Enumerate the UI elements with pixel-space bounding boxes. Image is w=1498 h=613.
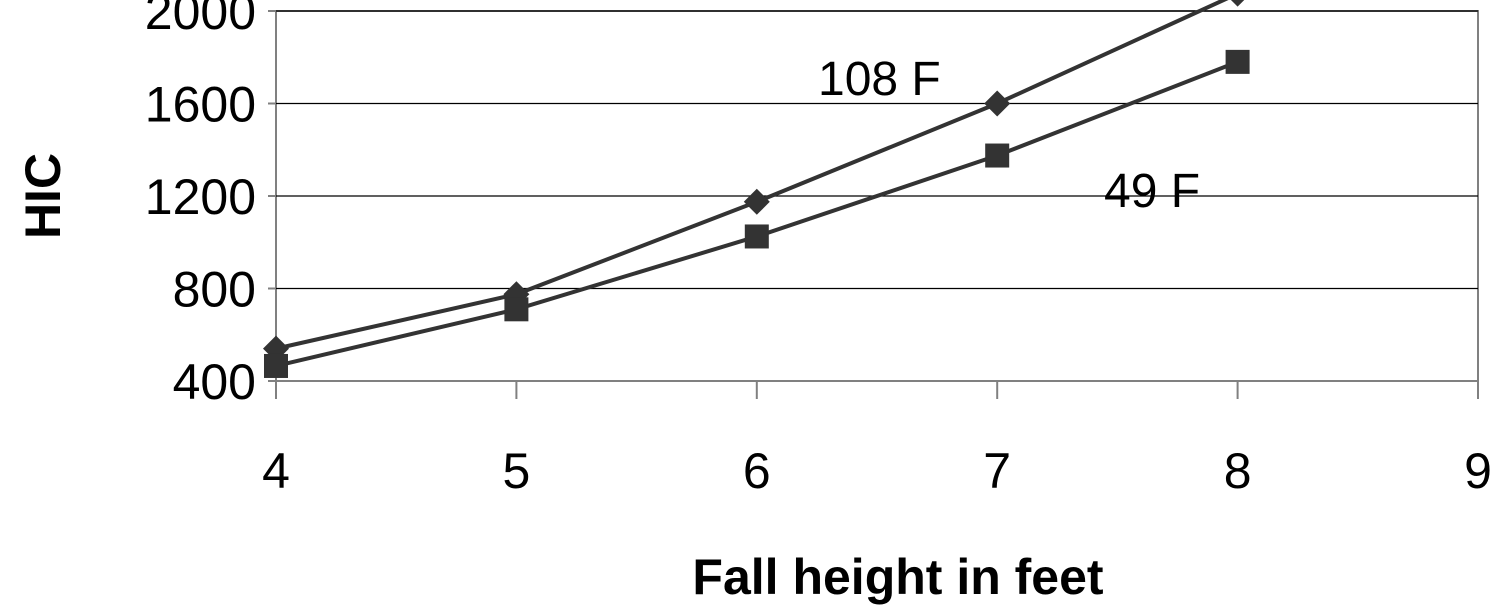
x-tick-label: 9 bbox=[1464, 443, 1492, 499]
data-point-square bbox=[264, 353, 288, 378]
data-point-square bbox=[1225, 49, 1250, 74]
annotation-108f: 108 F bbox=[818, 53, 941, 106]
marker-layer bbox=[263, 0, 1250, 378]
data-point-square bbox=[504, 297, 529, 322]
x-tick-label: 8 bbox=[1224, 443, 1252, 499]
annotation-49f: 49 F bbox=[1104, 165, 1200, 218]
x-tick-label: 4 bbox=[262, 443, 290, 499]
y-tick-label: 400 bbox=[173, 354, 256, 410]
y-tick-label: 800 bbox=[173, 262, 256, 318]
x-tick-label: 5 bbox=[502, 443, 530, 499]
data-point-square bbox=[744, 224, 769, 249]
data-point-diamond bbox=[743, 188, 770, 215]
data-point-diamond bbox=[984, 90, 1011, 117]
x-tick-label: 7 bbox=[983, 443, 1011, 499]
data-point-diamond bbox=[1230, 0, 1245, 7]
y-tick-label: 1200 bbox=[145, 169, 256, 225]
y-tick-label: 2000 bbox=[145, 0, 256, 40]
x-axis-title: Fall height in feet bbox=[692, 549, 1103, 605]
y-tick-label: 1600 bbox=[145, 77, 256, 133]
x-tick-label: 6 bbox=[743, 443, 771, 499]
data-point-square bbox=[985, 143, 1010, 168]
y-axis-title: HIC bbox=[15, 153, 71, 239]
axes: 400 800 1200 1600 2000 4 5 6 7 8 9 bbox=[145, 0, 1492, 499]
